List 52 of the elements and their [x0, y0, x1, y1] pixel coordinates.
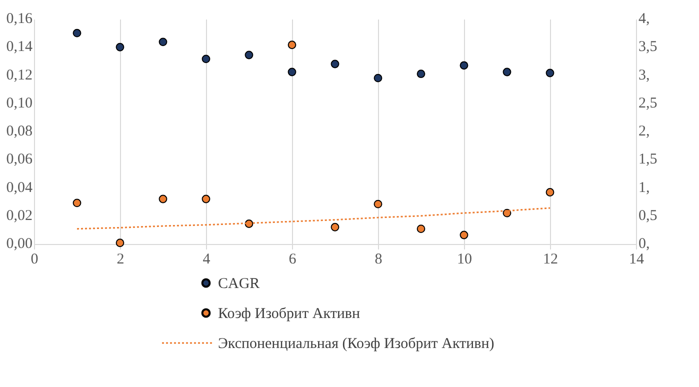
- point: [416, 70, 426, 78]
- point: [374, 74, 382, 82]
- y2-tick-label: 4,: [638, 11, 650, 27]
- point: [72, 198, 82, 208]
- x-tick-label: 10: [457, 252, 472, 268]
- y-tick-label: 0,10: [6, 95, 32, 112]
- y2-tick-label: 2,: [638, 124, 650, 140]
- point: [330, 222, 340, 232]
- y-tick-label: 0,12: [6, 67, 32, 84]
- y2-tick-label: 3,5: [638, 39, 658, 56]
- y2-tick-label: 3,: [638, 67, 650, 84]
- point: [460, 61, 468, 70]
- point: [158, 194, 168, 204]
- y-tick-label: 0,16: [6, 11, 33, 27]
- point: [288, 40, 296, 50]
- point: [330, 60, 340, 68]
- point: [546, 68, 554, 78]
- x-tick-label: 2: [116, 252, 124, 268]
- point: [244, 50, 254, 60]
- point: [374, 200, 382, 208]
- y-tick-label: 0,00: [6, 236, 32, 252]
- point: [416, 224, 426, 234]
- point: [158, 38, 168, 46]
- point: [116, 42, 124, 52]
- point: [502, 68, 512, 76]
- x-tick-label: 6: [288, 252, 297, 268]
- y-tick-label: 0,14: [6, 39, 33, 56]
- y2-tick-label: 0,: [638, 236, 650, 252]
- y-tick-label: 0,08: [6, 124, 32, 140]
- x-tick-label: 12: [543, 252, 558, 268]
- point: [546, 188, 554, 196]
- x-tick-label: 14: [629, 252, 644, 268]
- y-tick-label: 0,04: [6, 180, 33, 196]
- point: [202, 194, 210, 204]
- y2-tick-label: 0,5: [638, 208, 658, 224]
- point: [116, 238, 124, 248]
- y2-tick-label: 2,5: [638, 95, 658, 112]
- point: [460, 230, 468, 240]
- y-tick-label: 0,02: [6, 208, 32, 224]
- y-tick-label: 0,06: [6, 152, 33, 168]
- x-tick-label: 8: [374, 252, 382, 268]
- point: [288, 68, 296, 76]
- legend-label: Экспоненциальная (Коэф Изобрит Активн): [218, 336, 494, 352]
- point: [202, 54, 210, 64]
- line-series: [76, 207, 551, 230]
- x-tick-label: 4: [202, 252, 211, 268]
- y2-tick-label: 1,5: [638, 152, 658, 168]
- point: [72, 28, 82, 38]
- y2-tick-label: 1,: [638, 180, 650, 196]
- legend-label: Коэф Изобрит Активн: [218, 306, 360, 322]
- x-tick-label: 0: [30, 252, 38, 268]
- legend-label: CAGR: [218, 276, 260, 292]
